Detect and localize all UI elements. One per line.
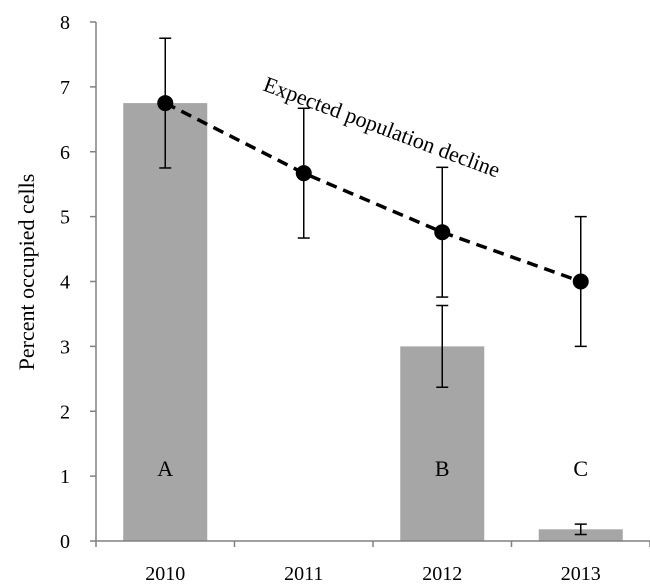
y-tick-label: 7	[60, 77, 70, 99]
expected-point	[295, 165, 312, 182]
expected-decline-annotation: Expected population decline	[260, 71, 503, 182]
expected-line	[164, 101, 582, 284]
y-tick-label: 0	[60, 531, 70, 553]
bars-layer	[123, 103, 623, 541]
x-tick-label: 2013	[561, 563, 601, 584]
y-tick-label: 8	[60, 12, 70, 34]
bar-letter: C	[573, 456, 588, 481]
bar-error-bars	[436, 304, 587, 536]
labels-layer: 0 1 2 3 4 5 6 7 8 2010 2011 2012 2013 A B C	[60, 12, 601, 584]
x-tick-label: 2011	[284, 563, 323, 584]
x-tick-label: 2010	[145, 563, 185, 584]
y-tick-label: 1	[60, 466, 70, 488]
y-axis-title: Percent occupied cells	[14, 174, 39, 371]
y-tick-label: 5	[60, 207, 70, 229]
expected-point	[434, 224, 451, 241]
y-tick-label: 4	[60, 272, 70, 294]
expected-point	[157, 95, 174, 112]
y-tick-label: 6	[60, 142, 70, 164]
bar-letter: A	[157, 456, 173, 481]
axes	[90, 21, 650, 547]
expected-line-layer	[157, 37, 589, 348]
expected-point	[572, 273, 589, 290]
x-tick-label: 2012	[422, 563, 462, 584]
y-tick-label: 2	[60, 401, 70, 423]
bar	[123, 103, 208, 541]
bar-letter: B	[435, 456, 450, 481]
y-tick-label: 3	[60, 336, 70, 358]
